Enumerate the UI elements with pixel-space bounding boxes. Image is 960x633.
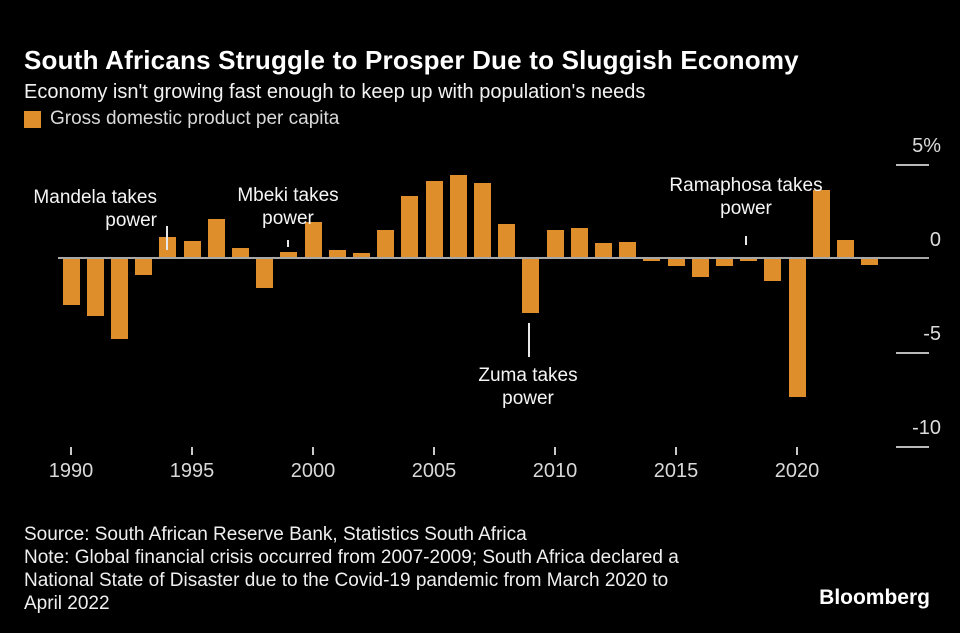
- bar-2015: [667, 258, 685, 266]
- annotation-pointer-ramaphosa: [745, 236, 747, 245]
- x-tick-2000: [312, 447, 314, 455]
- annotation-line: power: [262, 208, 314, 229]
- y-tick-5: [896, 164, 929, 166]
- annotation-mbeki: Mbeki takes power: [128, 184, 448, 230]
- bar-1996: [207, 218, 225, 258]
- bar-2006: [449, 175, 467, 258]
- legend: Gross domestic product per capita: [24, 108, 339, 130]
- note-line-2: National State of Disaster due to the Co…: [24, 570, 669, 591]
- annotation-line: Mandela takes: [33, 187, 157, 208]
- annotation-pointer-mbeki: [287, 240, 289, 247]
- bar-2002: [352, 253, 370, 258]
- bar-2008: [498, 224, 516, 258]
- note-line-3: April 2022: [24, 593, 110, 614]
- annotation-line: power: [720, 198, 772, 219]
- bar-1991: [86, 258, 104, 317]
- y-axis-label-5: 5%: [912, 135, 941, 157]
- y-axis-label--10: -10: [912, 417, 941, 439]
- bar-1998: [256, 258, 274, 289]
- bar-2012: [594, 242, 612, 258]
- x-axis-label-2020: 2020: [774, 460, 820, 482]
- y-axis-label--5: -5: [923, 323, 941, 345]
- x-tick-1990: [70, 447, 72, 455]
- annotation-line: Mbeki takes: [237, 185, 339, 206]
- bar-2013: [619, 242, 637, 258]
- x-axis-label-2015: 2015: [653, 460, 699, 482]
- annotation-line: power: [502, 388, 554, 409]
- bar-2001: [328, 249, 346, 258]
- x-tick-2015: [675, 447, 677, 455]
- annotation-pointer-zuma: [528, 323, 530, 357]
- annotation-line: power: [105, 210, 157, 231]
- bar-2018: [740, 258, 758, 261]
- legend-swatch: [24, 110, 41, 128]
- bar-2019: [764, 258, 782, 281]
- annotation-mandela: Mandela takes power: [33, 186, 157, 232]
- bar-2004: [401, 195, 419, 258]
- annotation-ramaphosa: Ramaphosa takes power: [586, 174, 906, 220]
- bar-2021: [812, 190, 830, 258]
- bar-2020: [788, 258, 806, 398]
- x-axis-label-2000: 2000: [290, 460, 336, 482]
- annotation-line: Zuma takes: [478, 365, 578, 386]
- legend-label: Gross domestic product per capita: [50, 108, 340, 129]
- x-tick-2020: [796, 447, 798, 455]
- bar-1992: [110, 258, 128, 339]
- bar-2007: [473, 182, 491, 258]
- y-axis-label-0: 0: [929, 229, 941, 251]
- x-tick-1995: [191, 447, 193, 455]
- chart-title: South Africans Struggle to Prosper Due t…: [24, 45, 799, 76]
- x-tick-2010: [554, 447, 556, 455]
- note-line-1: Note: Global financial crisis occurred f…: [24, 547, 679, 568]
- bar-2017: [715, 258, 733, 266]
- y-tick--5: [896, 352, 929, 354]
- annotation-zuma: Zuma takes power: [368, 364, 688, 410]
- annotation-line: Ramaphosa takes: [669, 175, 823, 196]
- bar-2005: [425, 180, 443, 258]
- bar-1999: [280, 252, 298, 258]
- annotation-pointer-mandela: [166, 226, 168, 250]
- chart-subtitle: Economy isn't growing fast enough to kee…: [24, 81, 646, 103]
- x-axis-label-2005: 2005: [411, 460, 457, 482]
- x-tick-2005: [433, 447, 435, 455]
- bloomberg-logo: Bloomberg: [819, 586, 930, 609]
- source-line: Source: South African Reserve Bank, Stat…: [24, 524, 527, 545]
- bar-2014: [643, 258, 661, 261]
- bar-2010: [546, 229, 564, 258]
- bar-2022: [836, 240, 854, 258]
- bar-1997: [231, 247, 249, 258]
- bar-2000: [304, 222, 322, 258]
- zero-axis-line: [58, 257, 929, 259]
- bar-2023: [861, 258, 879, 265]
- bar-2016: [691, 258, 709, 277]
- bar-1990: [62, 258, 80, 305]
- bar-2011: [570, 227, 588, 258]
- bar-1995: [183, 241, 201, 258]
- bar-2009: [522, 258, 540, 313]
- y-tick--10: [896, 446, 929, 448]
- bar-2003: [377, 229, 395, 258]
- x-axis-label-2010: 2010: [532, 460, 578, 482]
- x-axis-label-1990: 1990: [48, 460, 94, 482]
- x-axis-label-1995: 1995: [169, 460, 215, 482]
- bar-1993: [135, 258, 153, 275]
